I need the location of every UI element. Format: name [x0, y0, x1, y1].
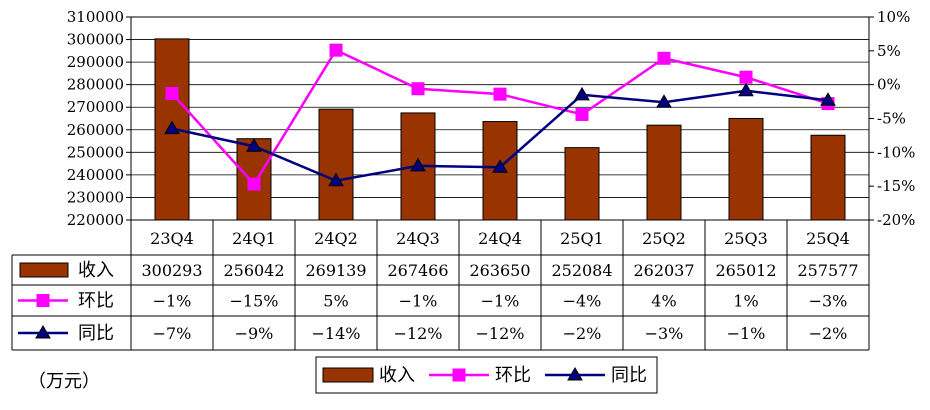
y-tick-label: 240000	[67, 166, 124, 184]
revenue-key	[19, 262, 69, 278]
y-tick-label: 250000	[67, 143, 124, 161]
point-yoy-24Q2	[328, 172, 344, 187]
revenue-cell: 252084	[551, 261, 612, 280]
qoq-cell: −3%	[809, 292, 848, 311]
revenue-cell: 300293	[141, 261, 202, 280]
bar-24Q2	[318, 108, 354, 221]
point-qoq-25Q3	[739, 70, 753, 84]
qoq-cell: −1%	[399, 292, 438, 311]
legend-marker-qoq	[452, 368, 466, 382]
point-qoq-24Q3	[411, 82, 425, 96]
bar-24Q4	[482, 121, 518, 221]
qoq-key-marker	[36, 294, 50, 307]
revenue-cell: 267466	[387, 261, 448, 280]
bar-25Q4	[810, 134, 846, 221]
yoy-cell: −1%	[727, 324, 766, 343]
bar-25Q2	[646, 124, 682, 221]
y2-tick-label: -20%	[877, 211, 915, 229]
qoq-row-label: 环比	[78, 291, 114, 312]
x-tick-label: 25Q1	[560, 229, 604, 248]
point-qoq-25Q2	[657, 51, 671, 65]
point-yoy-25Q4	[820, 92, 836, 106]
point-yoy-25Q1	[574, 86, 590, 101]
yoy-cell: −2%	[563, 324, 602, 343]
point-qoq-24Q2	[329, 43, 343, 57]
yoy-cell: −2%	[809, 324, 848, 343]
qoq-cell: 1%	[733, 292, 758, 311]
qoq-cell: −1%	[153, 292, 192, 311]
unit-label: （万元）	[28, 371, 100, 392]
point-yoy-24Q4	[492, 159, 508, 173]
y2-tick-label: -10%	[877, 143, 915, 161]
y-tick-label: 270000	[67, 98, 124, 116]
y2-tick-label: -5%	[877, 110, 906, 128]
legend-label-revenue: 收入	[379, 365, 415, 386]
revenue-cell: 269139	[305, 261, 366, 280]
point-yoy-24Q1	[246, 138, 262, 152]
revenue-cell: 262037	[633, 261, 694, 280]
yoy-cell: −14%	[312, 324, 361, 343]
x-tick-label: 25Q2	[642, 229, 686, 248]
legend-label-qoq: 环比	[495, 365, 531, 386]
bar-25Q3	[728, 117, 764, 221]
point-yoy-24Q3	[410, 157, 426, 172]
y-tick-label: 280000	[67, 76, 124, 94]
x-tick-label: 23Q4	[150, 229, 194, 248]
x-tick-label: 25Q3	[724, 229, 768, 248]
point-yoy-25Q3	[738, 82, 754, 97]
revenue-cell: 263650	[469, 261, 530, 280]
bar-25Q1	[564, 147, 600, 221]
legend-label-yoy: 同比	[611, 365, 647, 386]
y2-tick-label: 10%	[877, 8, 910, 26]
yoy-key-marker	[35, 325, 51, 339]
y-tick-label: 260000	[67, 121, 124, 139]
y-tick-label: 310000	[67, 8, 124, 26]
yoy-cell: −12%	[476, 324, 525, 343]
yoy-cell: −12%	[394, 324, 443, 343]
x-tick-label: 24Q2	[314, 229, 358, 248]
y-tick-label: 220000	[67, 211, 124, 229]
point-qoq-24Q1	[247, 177, 261, 191]
point-qoq-23Q4	[165, 86, 179, 100]
x-tick-label: 24Q1	[232, 229, 276, 248]
x-tick-label: 24Q4	[478, 229, 522, 248]
point-yoy-25Q2	[656, 94, 672, 108]
yoy-cell: −9%	[235, 324, 274, 343]
y2-tick-label: 5%	[877, 42, 901, 60]
qoq-cell: 5%	[323, 292, 348, 311]
point-yoy-23Q4	[164, 120, 180, 135]
y-tick-label: 230000	[67, 188, 124, 206]
y-tick-label: 300000	[67, 31, 124, 49]
revenue-cell: 257577	[797, 261, 858, 280]
point-qoq-24Q4	[493, 87, 507, 101]
x-tick-label: 25Q4	[806, 229, 850, 248]
qoq-cell: −15%	[230, 292, 279, 311]
revenue-cell: 265012	[715, 261, 776, 280]
qoq-cell: 4%	[651, 292, 676, 311]
legend-key-revenue	[322, 367, 374, 383]
revenue-cell: 256042	[223, 261, 284, 280]
yoy-cell: −7%	[153, 324, 192, 343]
yoy-row-label: 同比	[78, 323, 114, 344]
yoy-cell: −3%	[645, 324, 684, 343]
qoq-cell: −4%	[563, 292, 602, 311]
y2-tick-label: -15%	[877, 177, 915, 195]
legend-marker-yoy	[567, 367, 583, 381]
qoq-cell: −1%	[481, 292, 520, 311]
y-tick-label: 290000	[67, 53, 124, 71]
y2-tick-label: 0%	[877, 76, 901, 94]
revenue-row-label: 收入	[78, 260, 114, 281]
x-tick-label: 24Q3	[396, 229, 440, 248]
point-qoq-25Q1	[575, 107, 589, 121]
